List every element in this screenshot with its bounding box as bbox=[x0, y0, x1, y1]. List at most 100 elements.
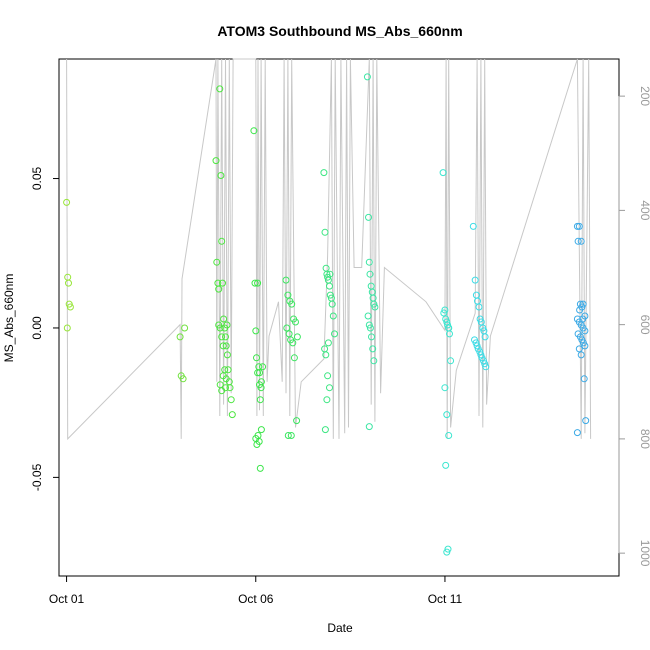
data-point bbox=[326, 384, 333, 392]
data-point bbox=[282, 276, 290, 284]
data-point bbox=[284, 432, 292, 439]
data-point bbox=[369, 345, 377, 353]
data-point bbox=[321, 426, 329, 434]
data-point bbox=[321, 228, 329, 236]
data-point bbox=[475, 303, 483, 311]
data-point bbox=[443, 318, 451, 326]
data-point bbox=[255, 438, 263, 445]
data-point bbox=[218, 237, 226, 245]
data-point bbox=[577, 351, 585, 359]
data-point bbox=[227, 396, 235, 404]
data-point bbox=[63, 324, 71, 332]
data-point bbox=[292, 318, 299, 326]
data-point bbox=[328, 300, 336, 308]
data-point bbox=[471, 276, 479, 284]
data-point bbox=[363, 73, 371, 81]
data-point bbox=[482, 363, 490, 371]
secondary-tick-label: 800 bbox=[638, 429, 650, 449]
data-point bbox=[371, 303, 379, 311]
data-point bbox=[257, 426, 265, 434]
data-point bbox=[257, 384, 265, 392]
data-point bbox=[447, 357, 455, 365]
data-point bbox=[219, 372, 227, 380]
data-point bbox=[176, 333, 184, 341]
data-point bbox=[370, 357, 378, 365]
data-point bbox=[256, 464, 264, 472]
x-tick-label: Oct 01 bbox=[49, 592, 85, 606]
data-point bbox=[289, 339, 297, 347]
data-point bbox=[439, 169, 447, 177]
data-point bbox=[472, 339, 480, 347]
x-axis-label: Date bbox=[327, 621, 353, 635]
data-point bbox=[226, 384, 234, 392]
data-point bbox=[213, 258, 221, 266]
y-axis-label: MS_Abs_660nm bbox=[2, 274, 16, 363]
data-point bbox=[582, 417, 590, 425]
data-point bbox=[288, 300, 296, 308]
data-point bbox=[256, 369, 263, 377]
data-point bbox=[365, 258, 373, 266]
data-point bbox=[252, 327, 260, 335]
data-point bbox=[181, 324, 189, 332]
data-point bbox=[329, 312, 337, 320]
data-point bbox=[365, 423, 373, 431]
data-point bbox=[580, 375, 588, 383]
data-point bbox=[322, 264, 330, 272]
data-point bbox=[259, 363, 267, 371]
depth-trace-layer bbox=[66, 58, 592, 441]
data-point bbox=[217, 172, 225, 179]
data-point bbox=[581, 342, 589, 350]
data-point bbox=[220, 315, 228, 323]
data-point bbox=[326, 291, 334, 299]
data-point bbox=[222, 342, 230, 350]
data-point bbox=[293, 333, 301, 341]
data-point bbox=[581, 327, 589, 335]
data-point bbox=[469, 222, 477, 230]
data-point bbox=[442, 461, 450, 469]
data-point bbox=[219, 342, 227, 350]
data-point bbox=[326, 270, 334, 278]
secondary-tick-label: 200 bbox=[638, 86, 650, 106]
data-point bbox=[573, 222, 581, 230]
data-point bbox=[473, 342, 481, 350]
data-point bbox=[366, 270, 374, 278]
data-point bbox=[320, 169, 328, 177]
data-point bbox=[290, 354, 298, 362]
data-point bbox=[218, 333, 226, 341]
data-point bbox=[365, 321, 373, 329]
x-tick-label: Oct 06 bbox=[238, 592, 274, 606]
data-point bbox=[322, 351, 330, 359]
y-tick-label: -0.05 bbox=[30, 463, 44, 491]
data-point bbox=[440, 309, 448, 317]
data-point bbox=[63, 198, 71, 206]
data-point bbox=[579, 315, 587, 323]
data-point bbox=[441, 306, 449, 314]
data-point bbox=[222, 384, 229, 392]
data-point bbox=[216, 324, 224, 332]
data-point bbox=[573, 429, 581, 437]
data-point bbox=[250, 127, 258, 135]
data-point bbox=[228, 411, 236, 419]
data-point bbox=[66, 303, 74, 311]
depth-trace-line bbox=[66, 58, 592, 441]
secondary-tick-label: 600 bbox=[638, 315, 650, 335]
y-tick-label: 0.05 bbox=[30, 166, 44, 190]
data-point bbox=[575, 222, 583, 230]
data-point bbox=[441, 384, 449, 392]
data-point bbox=[366, 324, 374, 332]
data-point bbox=[224, 366, 232, 374]
data-point bbox=[445, 432, 453, 439]
data-point bbox=[575, 345, 583, 353]
data-point bbox=[256, 396, 264, 404]
data-point bbox=[293, 417, 301, 425]
data-point bbox=[368, 333, 375, 341]
data-point bbox=[216, 85, 224, 93]
data-point bbox=[331, 330, 338, 338]
data-point bbox=[579, 300, 587, 308]
data-point bbox=[219, 279, 226, 287]
data-point bbox=[287, 432, 295, 439]
data-point bbox=[284, 291, 292, 299]
data-point bbox=[223, 351, 231, 359]
data-point bbox=[324, 372, 332, 380]
